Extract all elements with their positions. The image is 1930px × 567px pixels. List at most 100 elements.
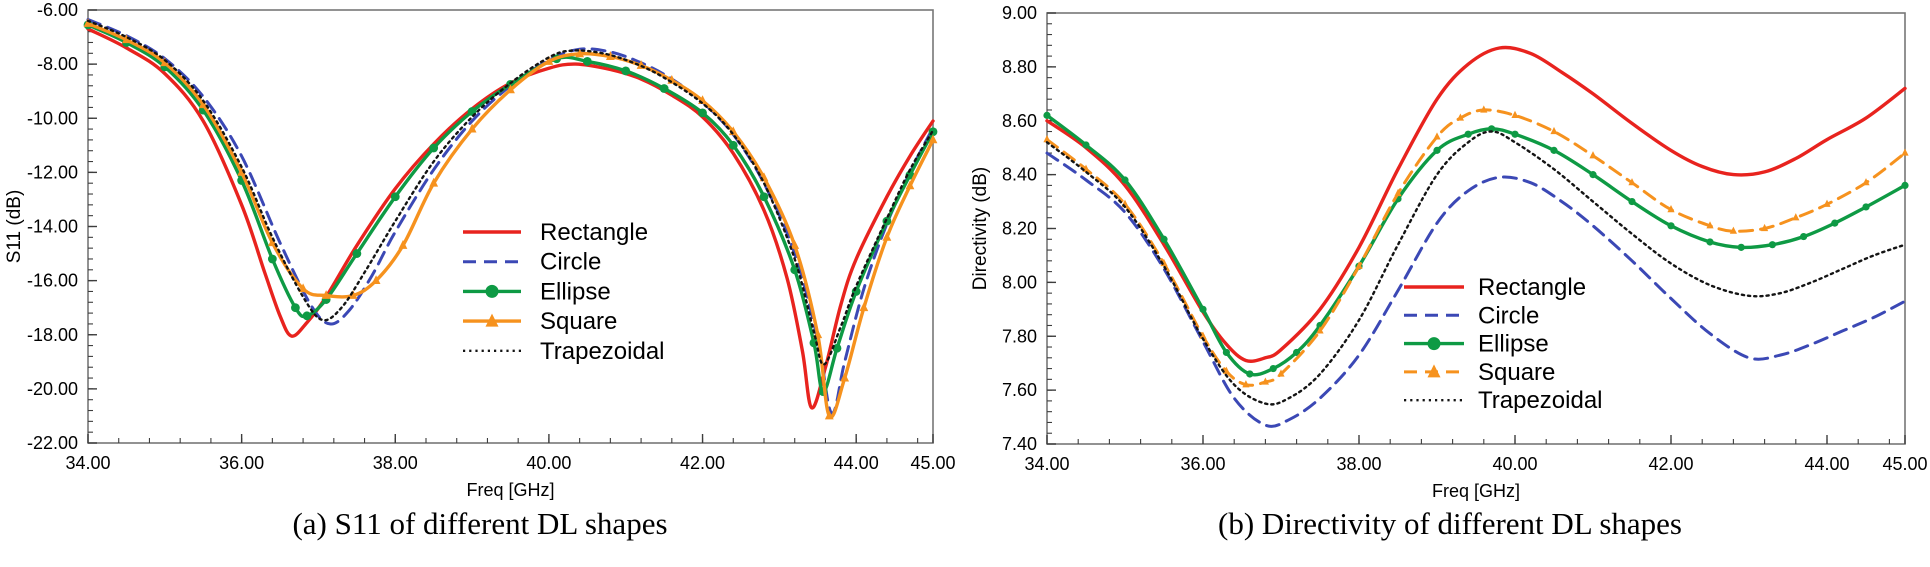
x-tick-label: 36.00 (219, 453, 264, 473)
x-tick-label: 38.00 (1336, 454, 1381, 474)
y-tick-label: -12.00 (27, 162, 78, 182)
y-tick-label: 7.60 (1002, 380, 1037, 400)
x-tick-label: 45.00 (910, 453, 955, 473)
series-line-square (1045, 108, 1907, 387)
x-tick-label: 36.00 (1180, 454, 1225, 474)
y-tick-label: -16.00 (27, 271, 78, 291)
x-tick-label: 40.00 (526, 453, 571, 473)
series-line-trapezoidal (1045, 130, 1907, 406)
series-marker-square (824, 410, 834, 420)
y-axis-title: Directivity (dB) (970, 167, 991, 291)
series-marker-square (790, 240, 800, 249)
series-marker-square (160, 57, 170, 67)
y-tick-label: -10.00 (27, 108, 78, 128)
series-marker-square (1706, 221, 1714, 229)
x-tick-label: 44.00 (1804, 454, 1849, 474)
series-line-circle (86, 17, 935, 415)
legend-label-trapezoidal: Trapezoidal (540, 338, 665, 365)
series-marker-ellipse (582, 57, 592, 66)
x-tick-label: 40.00 (1492, 454, 1537, 474)
series-line-rectangle (86, 27, 935, 410)
series-marker-ellipse (1160, 235, 1168, 243)
y-tick-label: -18.00 (27, 325, 78, 345)
series-marker-square (1589, 151, 1597, 159)
y-tick-label: 8.60 (1002, 111, 1037, 131)
series-marker-ellipse (659, 84, 669, 93)
legend-label-rectangle: Rectangle (1478, 274, 1586, 301)
series-marker-ellipse (1768, 241, 1776, 249)
series-marker-square (1761, 223, 1769, 232)
y-tick-label: 7.80 (1002, 326, 1037, 346)
series-marker-square (1792, 213, 1800, 221)
x-axis-title: Freq [GHz] (466, 480, 554, 500)
series-marker-square (237, 166, 247, 176)
series-marker-square (348, 290, 358, 299)
y-tick-label: 7.40 (1002, 434, 1037, 454)
series-marker-ellipse (1082, 141, 1090, 149)
series-marker-square (398, 240, 408, 249)
series-marker-ellipse (1464, 130, 1472, 138)
y-tick-label: -6.00 (37, 0, 78, 20)
series-marker-ellipse (1737, 243, 1745, 251)
series-marker-square (1511, 110, 1519, 118)
series-marker-square (605, 51, 615, 60)
y-tick-label: 8.00 (1002, 272, 1037, 292)
series-marker-square (1394, 188, 1402, 197)
series-marker-ellipse (1433, 146, 1441, 154)
series-marker-square (1199, 331, 1207, 339)
series-marker-square (544, 56, 554, 65)
series-marker-square (1316, 326, 1324, 334)
y-tick-label: 8.40 (1002, 165, 1037, 185)
series-marker-square (1480, 105, 1488, 113)
legend-label-circle: Circle (540, 249, 601, 276)
series-line-trapezoidal (86, 19, 935, 366)
series-marker-ellipse (728, 140, 738, 150)
legend-marker-ellipse (1427, 337, 1441, 351)
series-marker-ellipse (698, 108, 707, 118)
series-marker-square (371, 275, 381, 285)
series-marker-ellipse (621, 66, 631, 76)
series-marker-square (1456, 113, 1464, 121)
legend-marker-square (1427, 364, 1441, 378)
series-marker-square (1667, 205, 1675, 213)
series-marker-square (1043, 135, 1051, 143)
y-tick-label: 8.20 (1002, 219, 1037, 239)
series-marker-square (321, 290, 331, 299)
series-marker-ellipse (1121, 176, 1129, 184)
series-marker-ellipse (1246, 370, 1254, 378)
series-marker-square (1550, 126, 1558, 135)
y-tick-label: -20.00 (27, 379, 78, 399)
series-marker-ellipse (1800, 232, 1808, 241)
x-tick-label: 45.00 (1882, 454, 1927, 474)
series-marker-ellipse (1706, 238, 1714, 246)
series-marker-square (298, 283, 308, 293)
series-marker-square (882, 231, 892, 241)
series-marker-ellipse (1269, 364, 1277, 373)
legend-label-ellipse: Ellipse (540, 278, 611, 305)
series-marker-ellipse (1628, 197, 1636, 206)
x-tick-label: 38.00 (373, 453, 418, 473)
series-marker-square (928, 134, 938, 144)
series-marker-ellipse (352, 249, 362, 258)
series-marker-square (1261, 377, 1269, 385)
series-marker-ellipse (1667, 222, 1675, 230)
plot-frame (1046, 12, 1906, 445)
series-marker-square (1277, 369, 1285, 377)
series-marker-square (429, 177, 439, 187)
series-marker-square (506, 84, 515, 94)
y-tick-label: 8.80 (1002, 57, 1037, 77)
x-tick-label: 34.00 (65, 453, 110, 473)
series-marker-ellipse (302, 311, 312, 321)
series-marker-square (1823, 199, 1831, 207)
y-tick-label: -14.00 (27, 217, 78, 237)
legend-label-trapezoidal: Trapezoidal (1478, 387, 1603, 414)
series-marker-ellipse (429, 143, 439, 153)
series-marker-square (840, 372, 850, 382)
series-line-circle (1045, 151, 1907, 428)
series-marker-square (1628, 178, 1636, 186)
series-marker-ellipse (1199, 305, 1207, 313)
series-marker-ellipse (1293, 348, 1301, 357)
x-tick-label: 42.00 (1648, 454, 1693, 474)
series-marker-square (859, 302, 869, 312)
series-marker-ellipse (291, 303, 300, 313)
